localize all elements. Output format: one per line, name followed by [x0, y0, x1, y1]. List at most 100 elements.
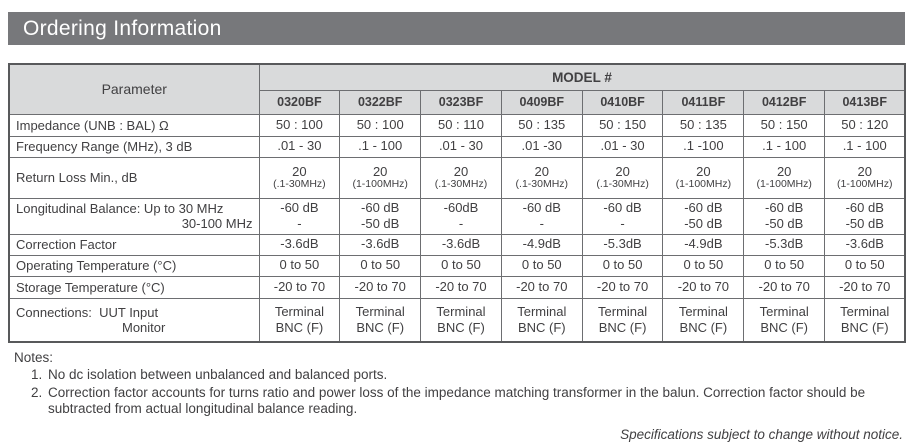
value-cell: -60 dB -50 dB [339, 197, 422, 235]
value-cell: -20 to 70 [500, 275, 583, 299]
value-cell: .01 - 30 [420, 135, 502, 158]
value-text: Terminal [517, 303, 567, 319]
value-text: -20 to 70 [354, 278, 406, 294]
value-cell: -60 dB - [258, 197, 341, 235]
value-cell: -20 to 70 [420, 275, 502, 299]
value-cell: -60 dB -50 dB [743, 197, 826, 235]
value-text: 50 : 135 [518, 116, 566, 132]
value-cell: -20 to 70 [258, 275, 341, 299]
value-text: BNC (F) [760, 319, 809, 335]
value-text: -50 dB [684, 216, 723, 231]
value-cell: -5.3dB [743, 233, 826, 256]
notes-list: No dc isolation between unbalanced and b… [14, 367, 905, 417]
value-text: -20 to 70 [758, 278, 810, 294]
value-text: .1 - 100 [358, 138, 403, 154]
value-text: .01 -30 [521, 138, 563, 154]
value-text: 50 : 150 [760, 116, 808, 132]
model-group-row: Parameter MODEL # [8, 63, 906, 115]
spec-table-body: Impedance (UNB : BAL) Ω 50 : 100 50 : 100 5… [8, 113, 906, 343]
value-cell: -3.6dB [420, 233, 502, 256]
value-cell: 20 (.1-30MHz) [420, 156, 502, 199]
value-cell: .1 - 100 [743, 135, 826, 158]
value-cell: 50 : 150 [743, 113, 826, 137]
note-item: Correction factor accounts for turns rat… [46, 385, 905, 418]
value-cell: -3.6dB [339, 233, 422, 256]
value-text: -5.3dB [603, 236, 642, 252]
value-cell: .01 -30 [500, 135, 583, 158]
value-text: 50 : 100 [356, 116, 404, 132]
value-text: .01 - 30 [277, 138, 322, 154]
value-text: 20 [372, 164, 388, 180]
value-text: (1-100MHz) [675, 178, 732, 191]
parameter-cell: Operating Temperature (°C) [8, 254, 260, 277]
section-title-bar: Ordering Information [8, 12, 905, 45]
value-text: -20 to 70 [516, 278, 568, 294]
value-text: - [297, 216, 302, 231]
value-text: 50 : 135 [679, 116, 727, 132]
parameter-label: Impedance (UNB : BAL) Ω [16, 117, 169, 133]
table-row: Frequency Range (MHz), 3 dB .01 - 30 .1 - … [8, 135, 906, 158]
parameter-label: Longitudinal Balance: Up to 30 MHz [16, 201, 224, 216]
value-cell: -20 to 70 [581, 275, 664, 299]
value-cell: .01 - 30 [258, 135, 341, 158]
value-text: BNC (F) [840, 319, 889, 335]
value-text: Terminal [678, 303, 728, 319]
value-cell: 0 to 50 [339, 254, 422, 277]
value-text: 50 : 110 [437, 116, 484, 132]
value-text: 0 to 50 [683, 257, 724, 273]
value-cell: 50 : 135 [662, 113, 745, 137]
value-text: 0 to 50 [360, 257, 401, 273]
value-text: -20 to 70 [435, 278, 487, 294]
parameter-column-header: Parameter [8, 63, 260, 115]
value-text: -4.9dB [684, 236, 723, 252]
value-text: -60 dB [361, 199, 400, 215]
value-text: 20 [534, 164, 550, 180]
table-row: Connections: UUT Input Monitor Terminal BNC… [8, 297, 906, 343]
value-text: -20 to 70 [596, 278, 649, 294]
parameter-label: 30-100 MHz [181, 216, 253, 231]
value-cell: 50 : 100 [339, 113, 422, 137]
value-cell: -60 dB -50 dB [824, 197, 906, 235]
model-group-header: MODEL # [258, 63, 906, 91]
value-cell: Terminal BNC (F) [500, 297, 583, 343]
parameter-cell: Return Loss Min., dB [8, 156, 260, 199]
value-cell: 50 : 110 [420, 113, 502, 137]
value-text: BNC (F) [517, 319, 566, 335]
notes-heading: Notes: [14, 350, 54, 365]
model-header-cell: 0412BF [743, 89, 826, 115]
value-text: 50 : 120 [841, 116, 889, 132]
value-text: (.1-30MHz) [273, 178, 326, 191]
value-text: Terminal [274, 303, 324, 319]
value-cell: 20 (.1-30MHz) [581, 156, 664, 199]
value-text: Terminal [355, 303, 405, 319]
value-text: -60 dB [280, 199, 319, 215]
value-cell: 20 (1-100MHz) [662, 156, 745, 199]
value-text: -3.6dB [361, 236, 400, 252]
value-cell: -60 dB - [500, 197, 583, 235]
value-text: 50 : 150 [599, 116, 647, 132]
value-cell: 0 to 50 [743, 254, 826, 277]
value-text: (1-100MHz) [756, 178, 812, 191]
value-text: Terminal [759, 303, 809, 319]
value-text: -20 to 70 [677, 278, 730, 294]
value-text: BNC (F) [275, 319, 324, 335]
model-header-cell: 0410BF [581, 89, 664, 115]
value-text: -20 to 70 [273, 278, 326, 294]
value-cell: -4.9dB [500, 233, 583, 256]
value-text: 50 : 100 [275, 116, 323, 132]
parameter-cell: Correction Factor [8, 233, 260, 256]
table-row: Impedance (UNB : BAL) Ω 50 : 100 50 : 100 5… [8, 113, 906, 137]
value-text: (1-100MHz) [837, 178, 893, 191]
value-text: .01 - 30 [600, 138, 645, 154]
parameter-label: Storage Temperature (°C) [16, 279, 165, 295]
value-cell: Terminal BNC (F) [581, 297, 664, 343]
value-text: -60dB [443, 199, 479, 215]
value-text: .1 -100 [683, 138, 724, 154]
table-row: Longitudinal Balance: Up to 30 MHz 30-100… [8, 197, 906, 235]
parameter-label: Frequency Range (MHz), 3 dB [16, 139, 193, 154]
value-text: Terminal [436, 303, 486, 319]
value-text: -3.6dB [280, 236, 319, 252]
value-cell: .1 - 100 [824, 135, 906, 158]
parameter-cell: Storage Temperature (°C) [8, 275, 260, 299]
value-cell: -3.6dB [824, 233, 906, 256]
